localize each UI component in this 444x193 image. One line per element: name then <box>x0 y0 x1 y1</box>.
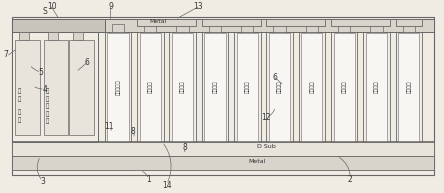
Bar <box>140 33 161 141</box>
Bar <box>12 19 434 32</box>
Text: 多晶浮空: 多晶浮空 <box>342 81 347 93</box>
Text: Metal: Metal <box>249 159 266 164</box>
Bar <box>403 24 415 32</box>
Text: D Sub: D Sub <box>257 144 276 149</box>
Text: 绝: 绝 <box>18 109 21 115</box>
Text: S: S <box>43 8 48 16</box>
Text: 9: 9 <box>108 2 113 11</box>
Bar <box>12 32 98 142</box>
Text: 材: 材 <box>46 104 49 109</box>
Text: 10: 10 <box>47 2 56 11</box>
Bar <box>237 33 258 141</box>
Text: 13: 13 <box>193 2 202 11</box>
Text: 多晶浮空: 多晶浮空 <box>277 81 282 93</box>
Bar <box>398 33 420 141</box>
Text: 7: 7 <box>4 50 8 59</box>
Bar <box>366 33 387 141</box>
Bar <box>48 32 58 40</box>
Bar <box>169 32 196 142</box>
Bar <box>333 33 355 141</box>
Text: 多晶浮空: 多晶浮空 <box>180 81 185 93</box>
Text: 3: 3 <box>40 177 45 186</box>
Text: 极: 极 <box>18 96 21 102</box>
Bar <box>73 32 83 40</box>
Bar <box>176 24 189 32</box>
Bar <box>396 32 422 142</box>
Text: 6: 6 <box>84 58 89 67</box>
Text: 5: 5 <box>38 68 43 77</box>
Bar <box>301 33 322 141</box>
Bar <box>331 19 390 26</box>
Text: 机: 机 <box>46 96 49 102</box>
Text: 栅: 栅 <box>18 88 21 94</box>
Bar <box>269 33 290 141</box>
Text: 多晶浮空: 多晶浮空 <box>212 81 218 93</box>
Bar <box>12 19 105 32</box>
Bar <box>107 33 129 141</box>
Text: Metal: Metal <box>149 19 166 24</box>
Bar <box>363 32 390 142</box>
Bar <box>12 17 434 175</box>
Text: 6: 6 <box>273 73 278 82</box>
Bar <box>69 40 94 135</box>
Bar <box>305 24 318 32</box>
Bar <box>137 32 163 142</box>
Bar <box>144 24 156 32</box>
Bar <box>241 24 254 32</box>
Bar <box>274 24 286 32</box>
Text: 多晶浮空: 多晶浮空 <box>374 81 379 93</box>
Text: 8: 8 <box>130 127 135 136</box>
Text: 层: 层 <box>46 119 49 124</box>
Bar <box>298 32 325 142</box>
Bar <box>15 40 40 135</box>
Bar <box>12 156 434 170</box>
Bar <box>19 32 29 40</box>
Text: 14: 14 <box>162 181 171 190</box>
Bar <box>338 24 350 32</box>
Bar <box>331 32 357 142</box>
Text: 多晶浮空: 多晶浮空 <box>245 81 250 93</box>
Bar <box>234 32 261 142</box>
Text: 8: 8 <box>182 143 187 152</box>
Text: 有: 有 <box>46 88 49 94</box>
Text: 12: 12 <box>262 113 271 122</box>
Text: 缘: 缘 <box>18 117 21 123</box>
Bar <box>12 142 434 156</box>
Bar <box>105 32 131 142</box>
Bar <box>137 19 196 26</box>
Text: 2: 2 <box>348 175 353 184</box>
Text: 多晶浮空: 多晶浮空 <box>309 81 314 93</box>
Bar <box>266 19 325 26</box>
Bar <box>44 40 68 135</box>
Text: 4: 4 <box>43 85 48 94</box>
Bar <box>204 33 226 141</box>
Text: 11: 11 <box>104 122 114 131</box>
Text: 多晶浮空: 多晶浮空 <box>148 81 153 93</box>
Bar <box>266 32 293 142</box>
Text: 多晶浮空: 多晶浮空 <box>406 81 411 93</box>
Bar <box>396 19 422 26</box>
Bar <box>202 19 261 26</box>
Bar <box>172 33 193 141</box>
Bar <box>202 32 228 142</box>
Text: 1: 1 <box>147 175 151 184</box>
Text: 料: 料 <box>46 111 49 117</box>
Bar <box>209 24 221 32</box>
Text: 多晶接触极: 多晶接触极 <box>115 79 120 95</box>
Bar <box>370 24 383 32</box>
Bar <box>112 24 124 32</box>
